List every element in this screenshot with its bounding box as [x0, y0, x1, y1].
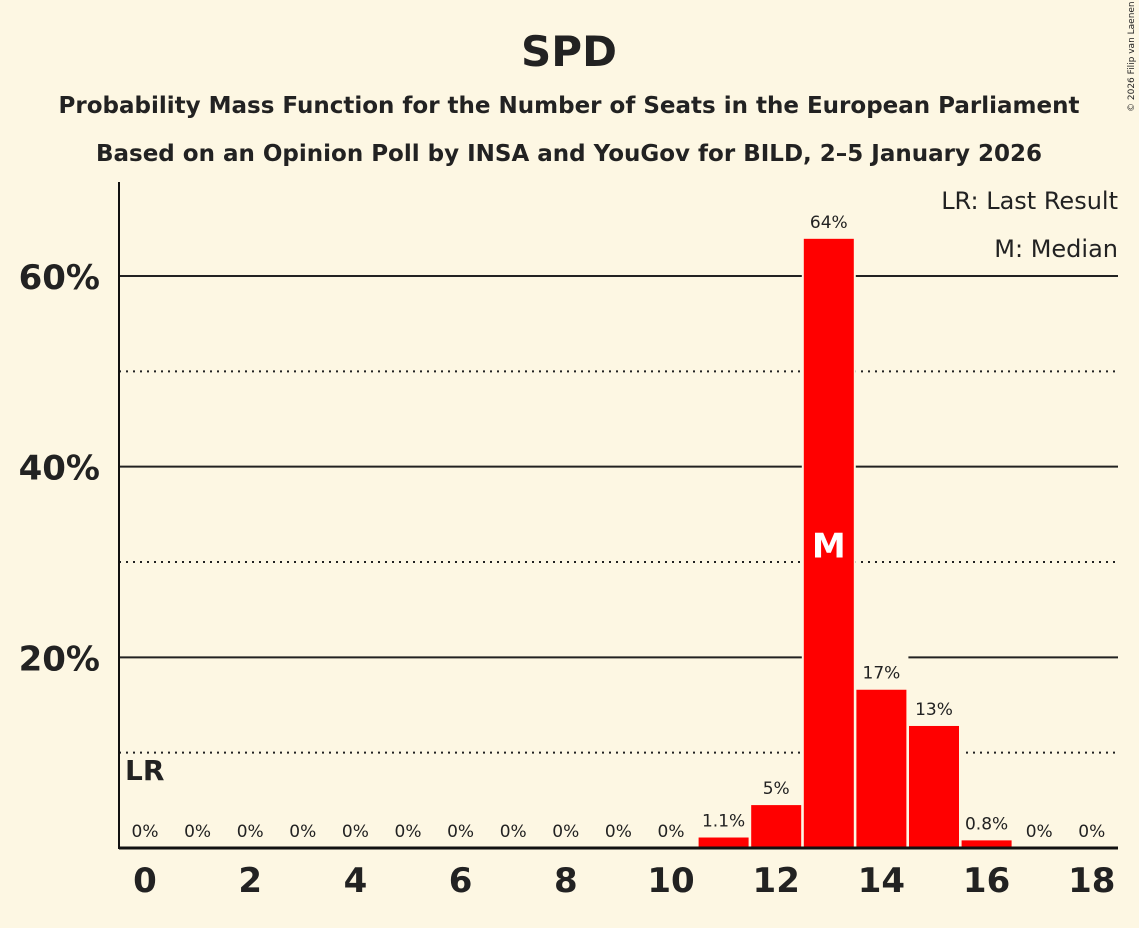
value-label: 0%	[1026, 822, 1053, 842]
legend-last-result: LR: Last Result	[941, 187, 1118, 215]
x-tick-label: 14	[858, 861, 905, 901]
chart-subtitle-2: Based on an Opinion Poll by INSA and You…	[96, 141, 1042, 167]
x-tick-label: 8	[554, 861, 578, 901]
bar	[751, 805, 802, 848]
x-tick-label: 0	[133, 861, 157, 901]
value-label: 1.1%	[702, 812, 745, 832]
value-label: 0%	[184, 822, 211, 842]
value-label: 64%	[810, 213, 848, 233]
value-label: 0.8%	[965, 814, 1008, 834]
legend-median: M: Median	[994, 235, 1118, 263]
value-label: 17%	[863, 664, 901, 684]
value-label: 0%	[132, 822, 159, 842]
value-label: 0%	[447, 822, 474, 842]
value-label: 0%	[552, 822, 579, 842]
value-label: 13%	[915, 700, 953, 720]
value-label: 5%	[763, 779, 790, 799]
chart-subtitle: Probability Mass Function for the Number…	[59, 93, 1080, 119]
value-label: 0%	[1078, 822, 1105, 842]
x-tick-label: 2	[238, 861, 262, 901]
median-marker: M	[812, 526, 846, 566]
value-label: 0%	[500, 822, 527, 842]
bar	[961, 840, 1012, 848]
value-label: 0%	[395, 822, 422, 842]
last-result-marker: LR	[125, 754, 164, 787]
value-label: 0%	[342, 822, 369, 842]
bar	[909, 725, 959, 848]
value-label: 0%	[605, 822, 632, 842]
bar	[698, 837, 749, 848]
x-tick-label: 16	[963, 861, 1010, 901]
value-label: 0%	[237, 822, 264, 842]
y-tick-label: 20%	[19, 639, 100, 679]
value-label: 0%	[289, 822, 316, 842]
bar	[803, 238, 854, 848]
chart-title: SPD	[521, 27, 617, 76]
copyright: © 2026 Filip van Laenen	[1127, 1, 1137, 112]
bar	[856, 689, 907, 848]
bar-gap	[959, 800, 1014, 848]
x-tick-label: 4	[344, 861, 368, 901]
x-tick-label: 10	[647, 861, 694, 901]
value-label: 0%	[658, 822, 685, 842]
x-tick-label: 12	[753, 861, 800, 901]
y-tick-label: 40%	[19, 449, 100, 489]
legend-background	[930, 184, 1120, 268]
y-tick-label: 60%	[19, 258, 100, 298]
x-tick-label: 6	[449, 861, 473, 901]
x-tick-label: 18	[1068, 861, 1115, 901]
